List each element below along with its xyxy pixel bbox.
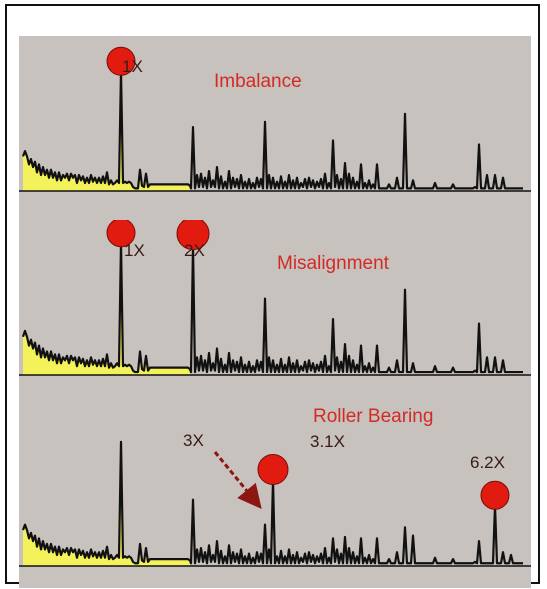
misalignment-spectrum [19, 220, 531, 406]
marker-label-1x: 1X [124, 242, 145, 259]
marker-label-1x: 1X [122, 58, 143, 75]
panel-roller-bearing: Roller Bearing 3X 3.1X 6.2X [19, 406, 531, 588]
panel-title-roller-bearing: Roller Bearing [313, 407, 433, 426]
marker-label-6-2x: 6.2X [470, 454, 505, 471]
panel-title-imbalance: Imbalance [214, 72, 302, 91]
peak-marker-dot [481, 481, 509, 509]
panel-background [19, 220, 531, 406]
peak-marker-dot [258, 454, 288, 484]
marker-label-2x: 2X [184, 242, 205, 259]
marker-label-3x: 3X [183, 432, 204, 449]
marker-label-3-1x: 3.1X [310, 433, 345, 450]
roller-bearing-spectrum [19, 406, 531, 588]
panel-imbalance: Imbalance 1X [19, 36, 531, 220]
panel-background [19, 36, 531, 220]
panel-title-misalignment: Misalignment [277, 254, 389, 273]
figure-frame: Imbalance 1X Misalignment 1X 2X Roller B… [5, 4, 540, 584]
panel-misalignment: Misalignment 1X 2X [19, 220, 531, 406]
imbalance-spectrum [19, 36, 531, 220]
